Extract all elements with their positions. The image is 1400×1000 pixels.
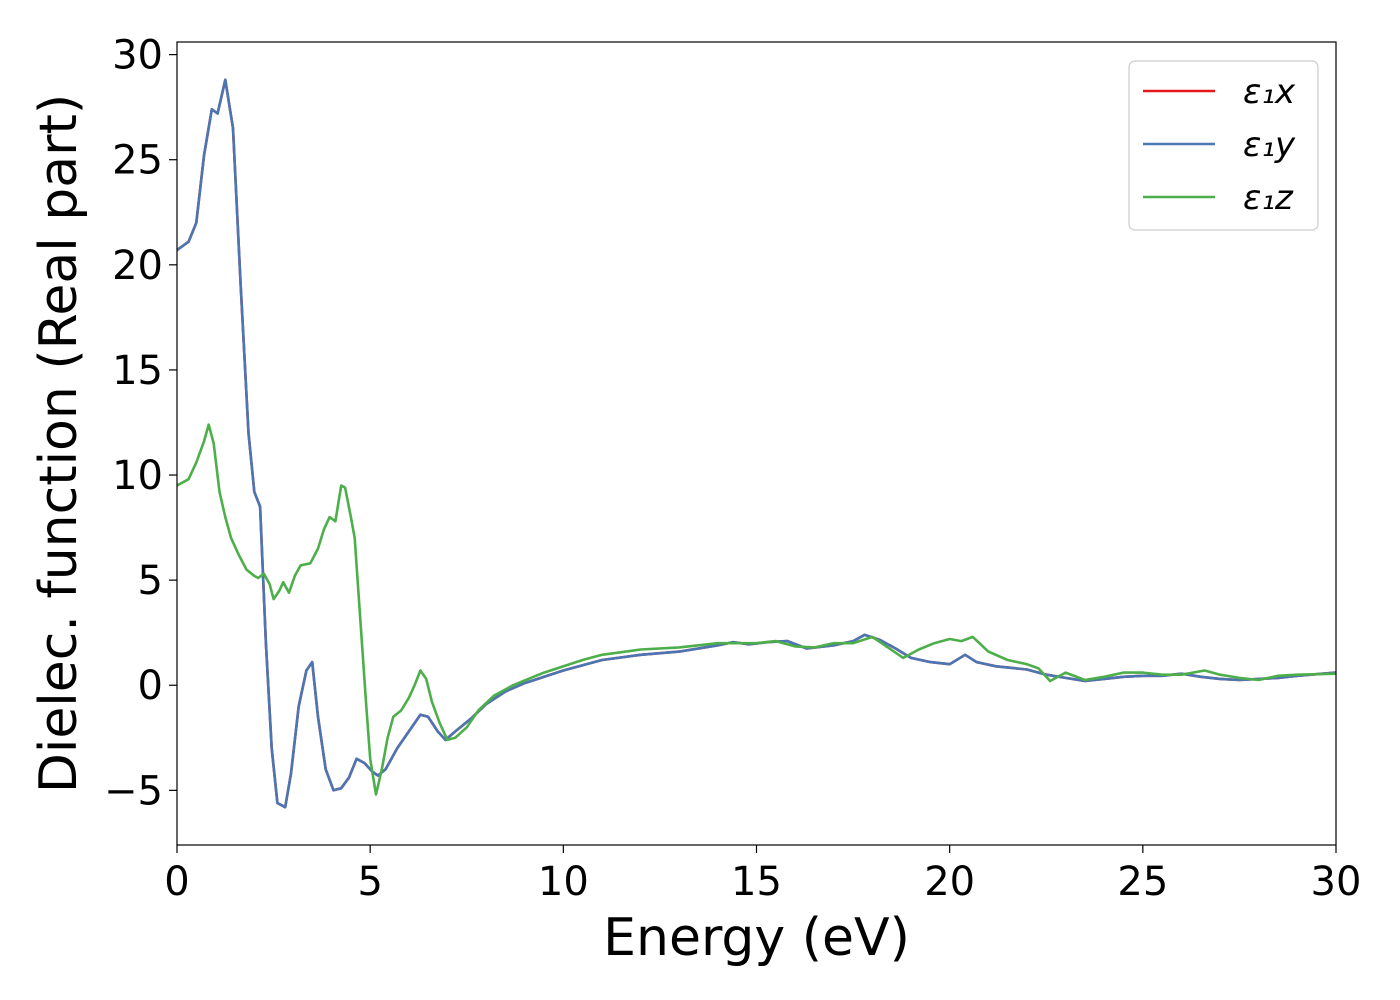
x-axis-label: Energy (eV) (603, 908, 910, 968)
series-line-3 (177, 423, 1336, 796)
x-tick-label: 30 (1311, 859, 1362, 905)
y-tick-label: −5 (104, 768, 163, 814)
x-tick-label: 25 (1117, 859, 1168, 905)
y-tick-label: 5 (138, 558, 163, 604)
y-tick-label: 30 (112, 33, 163, 79)
y-tick-label: 20 (112, 243, 163, 289)
y-tick-label: 15 (112, 348, 163, 394)
x-tick-label: 15 (731, 859, 782, 905)
legend-label: ε₁x (1243, 72, 1296, 112)
legend-label: ε₁z (1243, 178, 1294, 218)
y-axis: −5 0 5 10 15 20 25 30 (104, 33, 177, 814)
legend-box (1128, 60, 1319, 231)
legend-label: ε₁y (1243, 125, 1296, 165)
legend: ε₁x ε₁y ε₁z (1128, 60, 1319, 231)
x-tick-label: 5 (357, 859, 382, 905)
x-tick-label: 20 (924, 859, 975, 905)
series-line-2 (177, 78, 1336, 809)
series-layer (177, 78, 1336, 809)
y-axis-label: Dielec. function (Real part) (29, 94, 89, 793)
x-axis: 0 5 10 15 20 25 30 (164, 845, 1361, 905)
y-tick-label: 10 (112, 453, 163, 499)
x-tick-label: 10 (538, 859, 589, 905)
y-tick-label: 25 (112, 138, 163, 184)
y-tick-label: 0 (138, 663, 163, 709)
x-tick-label: 0 (164, 859, 189, 905)
